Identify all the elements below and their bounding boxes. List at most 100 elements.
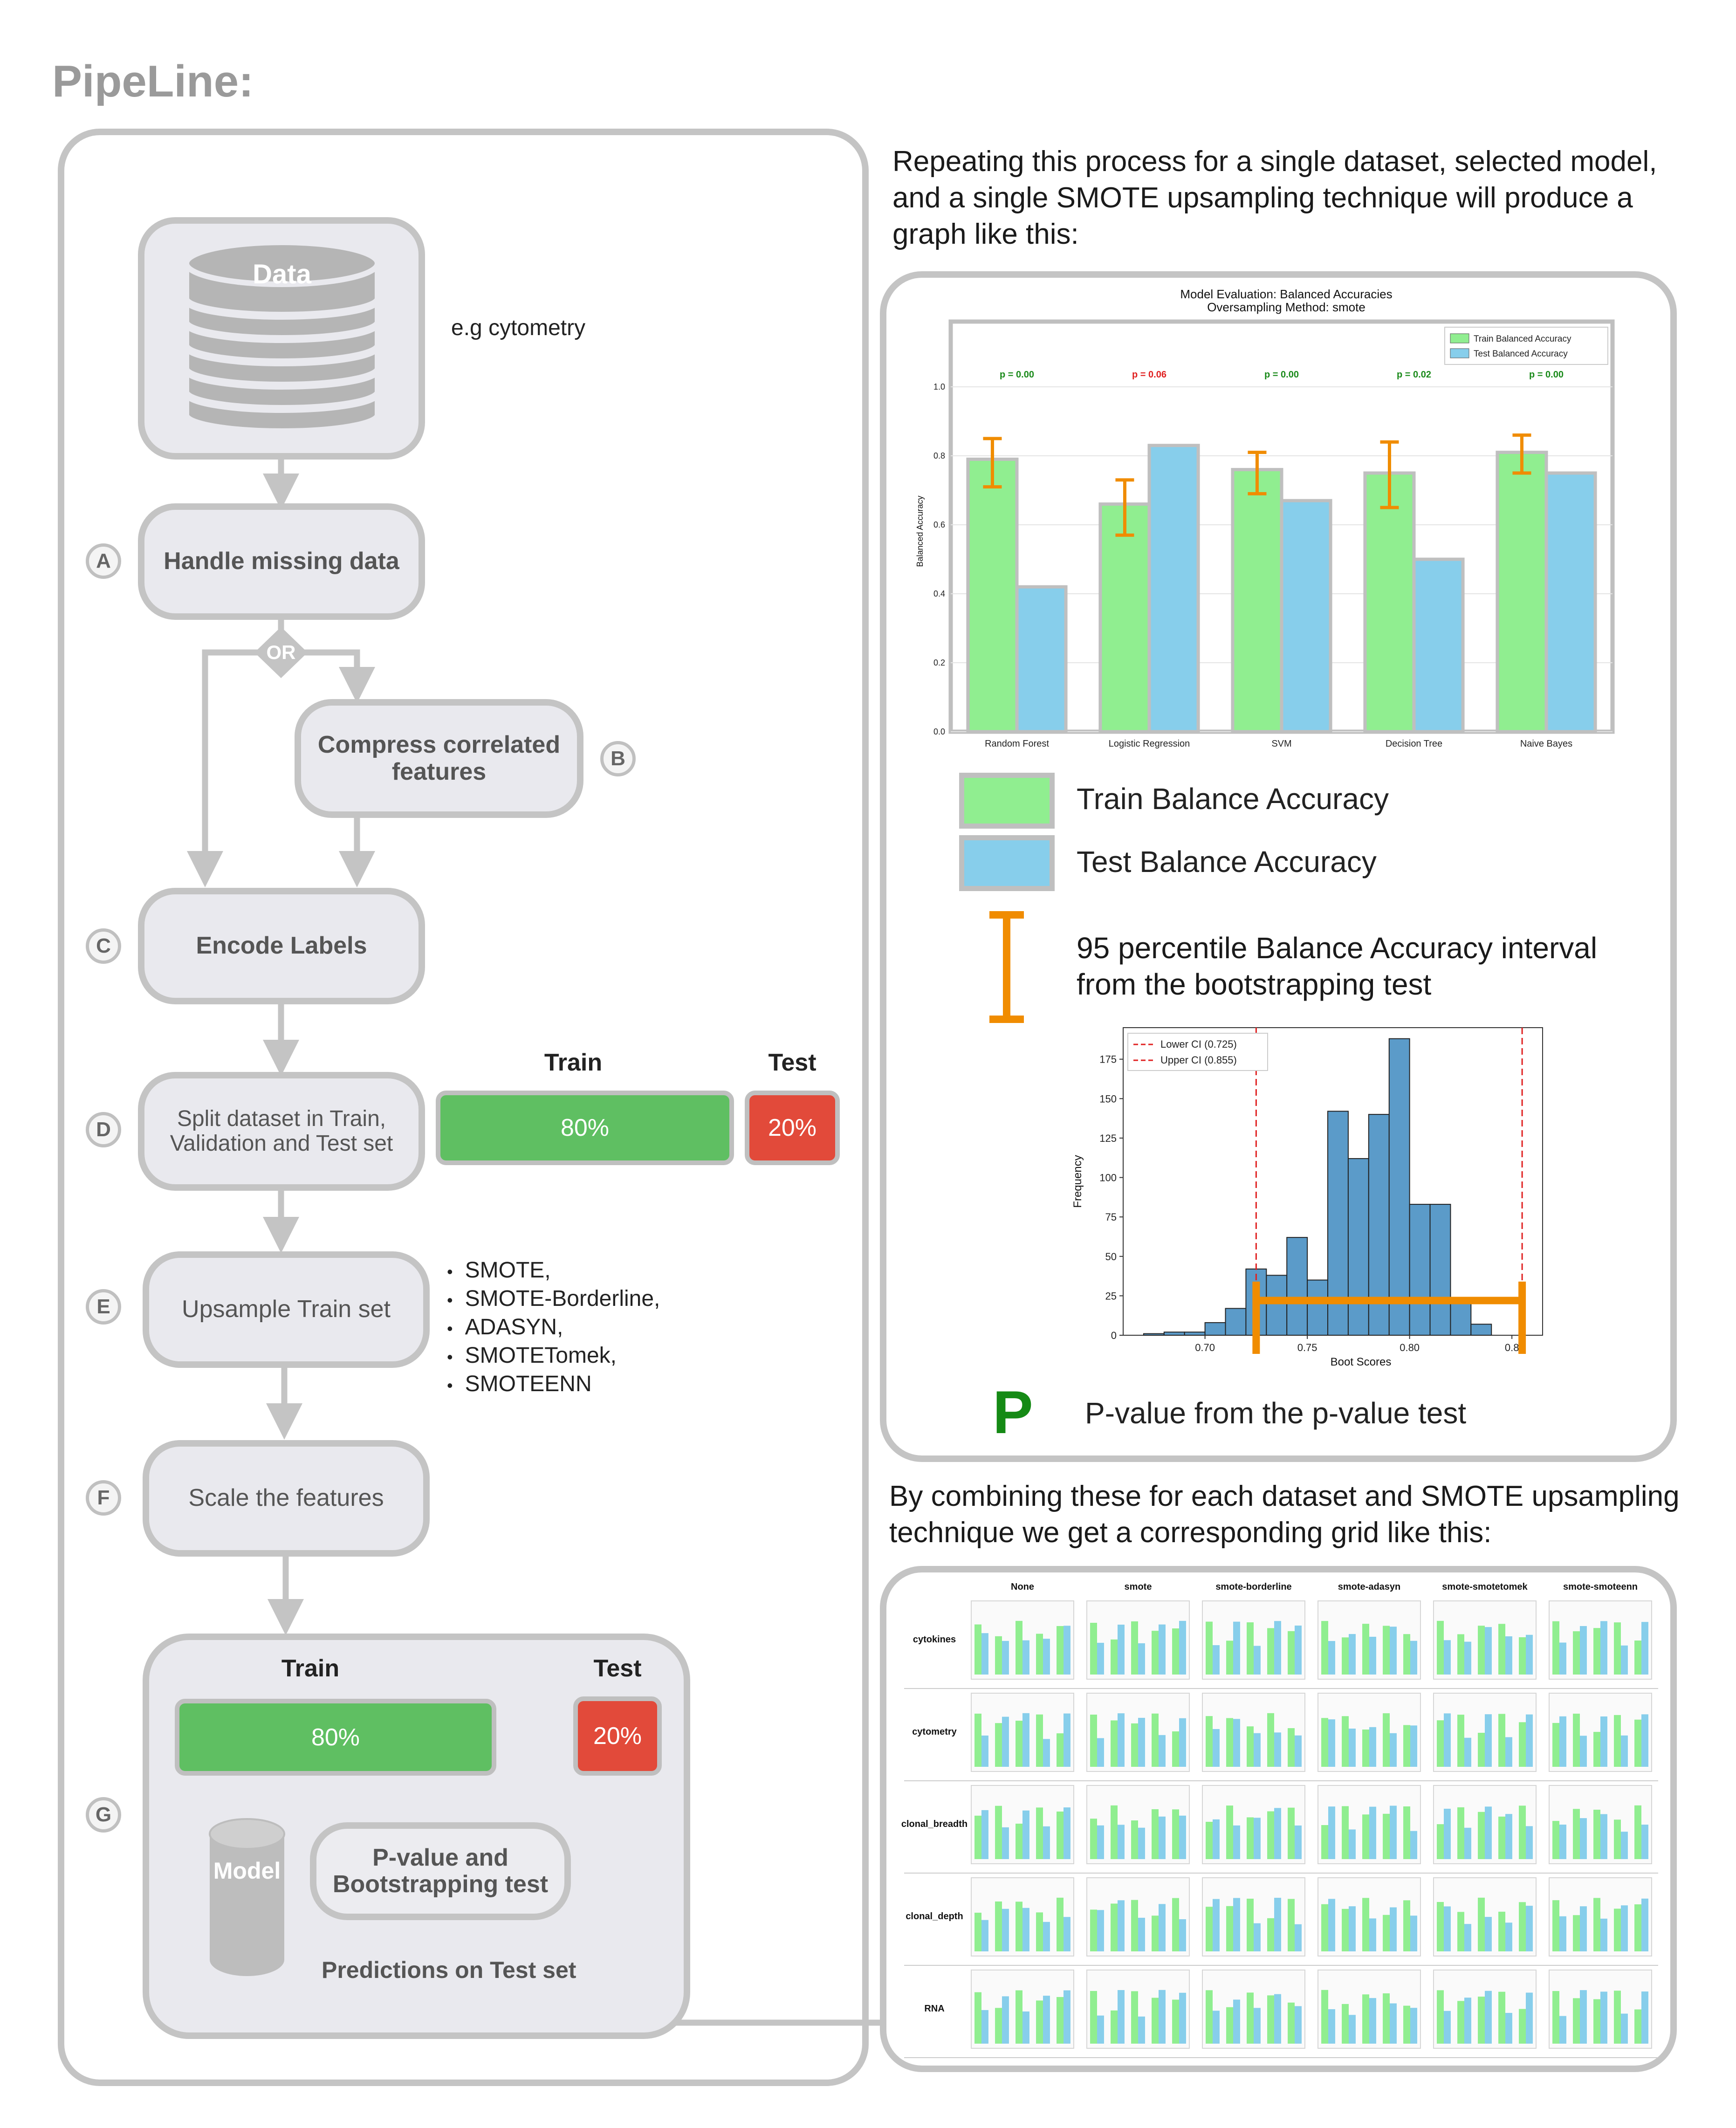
thumb-train-bar (1057, 1626, 1064, 1675)
upsample-train-node: Upsample Train set (143, 1251, 430, 1368)
thumb-test-bar (1002, 1716, 1009, 1767)
train-bar (1496, 451, 1548, 734)
grid-column-header: smote-adasyn (1338, 1582, 1401, 1592)
thumb-train-bar (1362, 1898, 1369, 1951)
thumb-test-bar (1464, 1924, 1471, 1951)
thumb-test-bar (1505, 1922, 1512, 1951)
thumb-test-bar (1369, 1998, 1376, 2044)
compress-features-node: Compress correlated features (295, 699, 583, 818)
thumb-test-bar (1410, 1725, 1417, 1767)
thumb-train-bar (1016, 1823, 1022, 1859)
test-bar (1280, 499, 1332, 734)
thumb-test-bar (1118, 1990, 1125, 2044)
balanced-accuracy-chart: Model Evaluation: Balanced Accuracies Ov… (915, 287, 1615, 749)
thumb-test-bar (1213, 1645, 1220, 1675)
thumb-train-bar (1593, 1898, 1600, 1951)
thumb-test-bar (1159, 1904, 1166, 1951)
thumb-test-bar (1097, 2015, 1104, 2044)
thumb-test-bar (1580, 1736, 1587, 1767)
grid-column-header: smote (1125, 1582, 1152, 1592)
y-tick-label: 0.4 (933, 589, 945, 598)
thumb-train-bar (1111, 1805, 1118, 1859)
thumb-train-bar (1090, 1909, 1097, 1951)
legend-ci-text: 95 percentile Balance Accuracy interval … (1077, 931, 1598, 1001)
y-tick-label: 0.2 (933, 658, 945, 667)
results-grid: None smote smote-borderline smote-adasyn smo… (901, 1582, 1658, 2058)
y-tick-label: 1.0 (933, 382, 945, 391)
hist-bar (1286, 1237, 1308, 1336)
thumb-test-bar (1233, 1898, 1240, 1951)
grid-column-header: None (1011, 1582, 1034, 1592)
thumb-train-bar (1152, 1915, 1159, 1951)
thumb-test-bar (1022, 1908, 1029, 1951)
step-a-marker: A (86, 543, 121, 579)
thumb-test-bar (1064, 1917, 1070, 1951)
thumb-train-bar (1057, 1997, 1064, 2044)
hist-y-tick-label: 100 (1099, 1172, 1117, 1184)
thumb-train-bar (1478, 1812, 1485, 1859)
thumb-test-bar (1002, 1908, 1009, 1951)
thumb-test-bar (1022, 1640, 1029, 1675)
thumb-train-bar (1478, 1733, 1485, 1767)
thumb-train-bar (1111, 1639, 1118, 1675)
or-diamond (254, 627, 308, 678)
thumb-test-bar (1600, 1621, 1607, 1675)
thumb-train-bar (1090, 1714, 1097, 1767)
test-bar (1412, 557, 1465, 734)
thumb-train-bar (1267, 1995, 1274, 2044)
p-value-label: p = 0.00 (1529, 370, 1564, 380)
thumb-test-bar (1600, 1716, 1607, 1767)
chart-legend (1444, 327, 1608, 365)
thumb-test-bar (1233, 1719, 1240, 1767)
method-item: SMOTETomek, (465, 1342, 660, 1371)
thumb-test-bar (1254, 1818, 1261, 1859)
thumb-train-bar (974, 1815, 981, 1859)
thumb-train-bar (1226, 1641, 1233, 1675)
thumb-train-bar (1437, 1720, 1444, 1767)
data-label: Data (253, 259, 311, 289)
split-dataset-node: Split dataset in Train, Validation and T… (138, 1072, 425, 1191)
thumb-test-bar (1254, 1646, 1261, 1675)
thumb-test-bar (1179, 1815, 1186, 1859)
database-icon (184, 240, 380, 431)
thumb-test-bar (1138, 1917, 1145, 1951)
thumb-test-bar (1233, 1621, 1240, 1675)
thumb-train-bar (1457, 1912, 1464, 1951)
thumb-test-bar (1444, 1640, 1451, 1675)
thumb-test-bar (1159, 1990, 1166, 2044)
step-g-marker: G (86, 1797, 121, 1833)
thumb-test-bar (1179, 1919, 1186, 1951)
hist-y-tick-label: 50 (1105, 1251, 1117, 1263)
train-bar (1098, 502, 1151, 734)
thumb-test-bar (1444, 1808, 1451, 1859)
thumb-train-bar (1206, 1990, 1213, 2044)
thumb-test-bar (1641, 1714, 1648, 1767)
thumb-train-bar (1016, 1620, 1022, 1675)
hist-legend (1127, 1033, 1268, 1071)
thumb-test-bar (981, 1633, 988, 1675)
thumb-train-bar (1383, 1813, 1390, 1859)
thumb-test-bar (1485, 1991, 1492, 2044)
hist-legend-label: Lower CI (0.725) (1160, 1038, 1237, 1050)
thumb-train-bar (1090, 1623, 1097, 1675)
thumb-test-bar (1349, 1829, 1356, 1859)
thumb-train-bar (1090, 1991, 1097, 2044)
chart-title: Model Evaluation: Balanced Accuracies (1180, 287, 1392, 301)
thumb-train-bar (1519, 1805, 1526, 1859)
method-item: ADASYN, (465, 1314, 660, 1342)
hist-bar (1409, 1204, 1431, 1336)
thumb-test-bar (1505, 1737, 1512, 1767)
thumb-test-bar (1213, 1899, 1220, 1951)
thumb-train-bar (1057, 1897, 1064, 1951)
thumb-test-bar (1064, 1807, 1070, 1859)
thumb-test-bar (1118, 1713, 1125, 1767)
thumb-train-bar (1342, 1716, 1349, 1767)
thumb-train-bar (1593, 1810, 1600, 1859)
thumb-train-bar (1634, 1904, 1641, 1951)
method-item: SMOTEENN (465, 1371, 660, 1399)
thumb-train-bar (1342, 2004, 1349, 2044)
y-tick-label: 0.6 (933, 520, 945, 529)
thumb-train-bar (1152, 1809, 1159, 1859)
thumb-test-bar (1295, 2006, 1302, 2044)
thumb-train-bar (1519, 2009, 1526, 2044)
